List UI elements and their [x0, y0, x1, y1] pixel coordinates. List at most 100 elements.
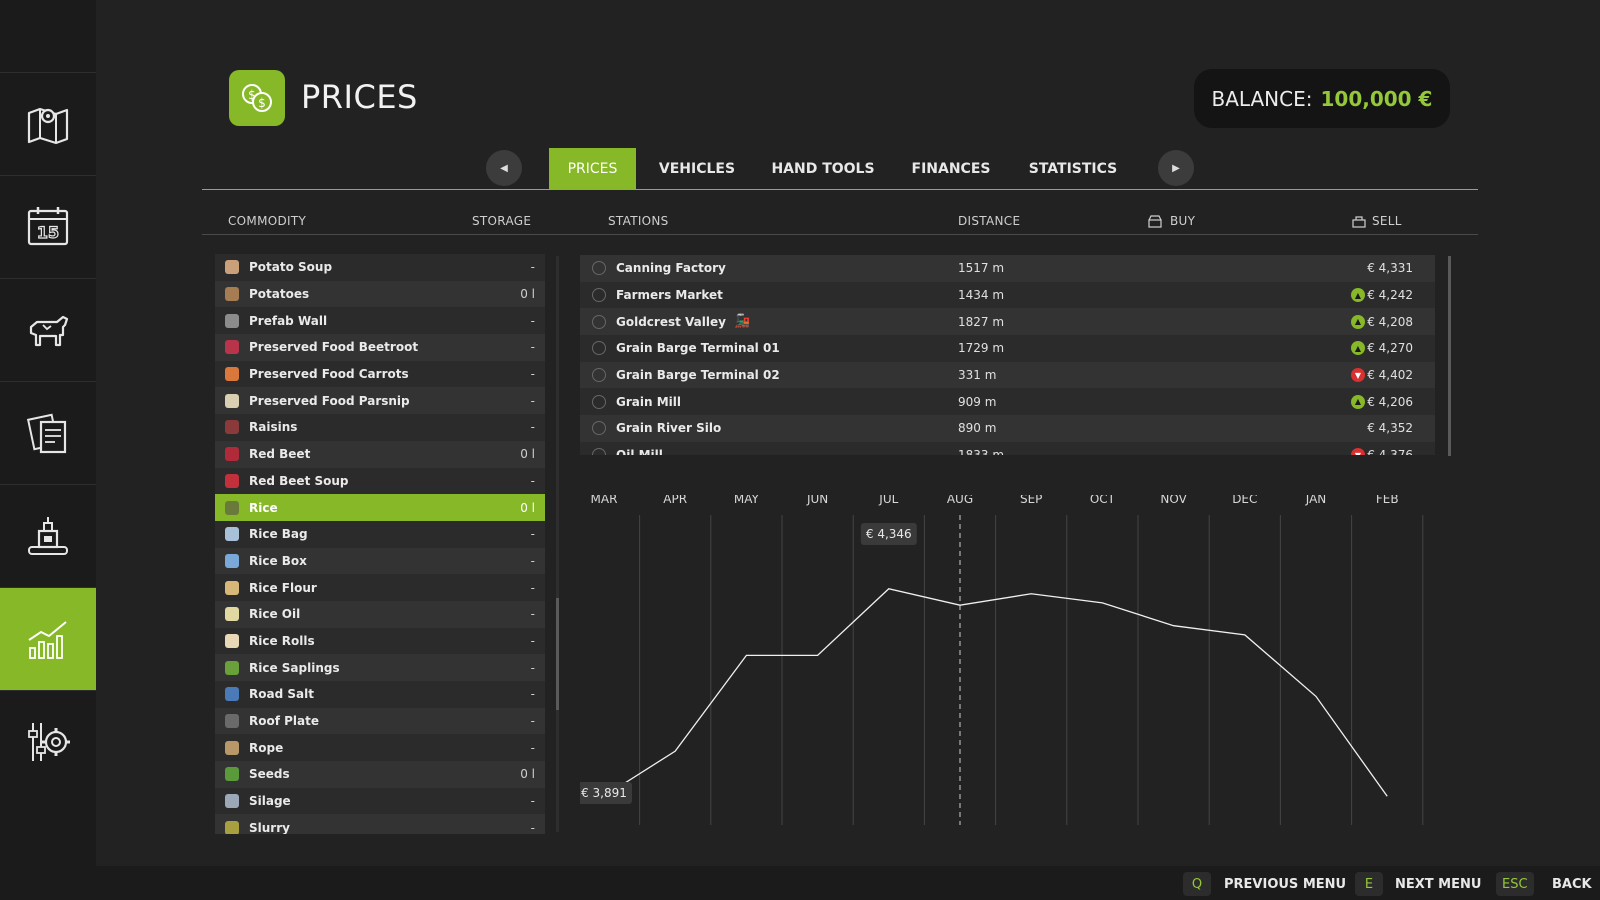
- station-row[interactable]: Canning Factory 1517 m € 4,331: [580, 255, 1435, 282]
- balance-label: BALANCE:: [1211, 86, 1313, 111]
- station-distance: 1434 m: [958, 288, 1005, 303]
- commodity-name: Silage: [249, 794, 291, 809]
- station-name: Goldcrest Valley: [616, 314, 726, 329]
- value-label: € 4,346: [860, 523, 917, 545]
- station-row[interactable]: Goldcrest Valley 🚂 1827 m ▲ € 4,208: [580, 308, 1435, 336]
- commodity-row[interactable]: Preserved Food Carrots -: [215, 360, 545, 388]
- back-label[interactable]: BACK: [1552, 877, 1592, 892]
- price-down-icon: ▼: [1351, 368, 1365, 383]
- next-tab-button[interactable]: ▶: [1158, 150, 1194, 186]
- commodity-storage: -: [530, 473, 535, 488]
- commodity-row[interactable]: Seeds 0 l: [215, 761, 545, 788]
- commodity-row[interactable]: Rice 0 l: [215, 494, 545, 521]
- commodity-row[interactable]: Rope -: [215, 734, 545, 762]
- commodity-icon: [225, 687, 239, 702]
- commodity-name: Potatoes: [249, 287, 310, 302]
- station-row[interactable]: Grain Barge Terminal 01 1729 m ▲ € 4,270: [580, 335, 1435, 362]
- stations-scrollbar-thumb[interactable]: [1448, 256, 1451, 456]
- station-row[interactable]: Grain River Silo 890 m € 4,352: [580, 415, 1435, 442]
- month-tick-label: DEC: [1232, 495, 1257, 506]
- commodity-name: Red Beet Soup: [249, 473, 349, 488]
- animals-icon: [29, 315, 69, 347]
- commodity-name: Preserved Food Beetroot: [249, 340, 419, 355]
- commodity-row[interactable]: Potato Soup -: [215, 254, 545, 281]
- tab-finances[interactable]: FINANCES: [911, 161, 991, 177]
- station-icon: [592, 368, 606, 383]
- commodity-row[interactable]: Rice Flour -: [215, 574, 545, 601]
- next-menu-key[interactable]: E: [1355, 872, 1383, 896]
- prices-logo-icon: $ $: [229, 70, 285, 126]
- commodity-row[interactable]: Raisins -: [215, 414, 545, 441]
- commodity-icon: [225, 633, 239, 648]
- commodity-icon: [225, 500, 239, 515]
- price-up-icon: ▲: [1351, 314, 1365, 329]
- sidebar-item-settings[interactable]: [0, 690, 96, 793]
- commodity-storage: -: [530, 420, 535, 435]
- commodity-scrollbar[interactable]: [556, 256, 559, 832]
- commodity-row[interactable]: Rice Box -: [215, 547, 545, 575]
- commodity-row[interactable]: Silage -: [215, 787, 545, 815]
- next-menu-label[interactable]: NEXT MENU: [1395, 877, 1482, 892]
- station-icon: [592, 341, 606, 356]
- previous-menu-key[interactable]: Q: [1183, 872, 1211, 896]
- commodity-row[interactable]: Slurry -: [215, 814, 545, 834]
- commodity-icon: [225, 313, 239, 328]
- commodity-row[interactable]: Prefab Wall -: [215, 307, 545, 335]
- tab-underline: [202, 189, 1478, 190]
- commodity-name: Raisins: [249, 420, 298, 435]
- map-icon: [27, 107, 69, 145]
- commodity-storage: -: [530, 794, 535, 809]
- commodity-row[interactable]: Red Beet Soup -: [215, 467, 545, 495]
- commodity-row[interactable]: Potatoes 0 l: [215, 280, 545, 308]
- sidebar-item-animals[interactable]: [0, 278, 96, 381]
- station-name: Farmers Market: [616, 288, 723, 303]
- sidebar-item-calendar[interactable]: 15: [0, 175, 96, 278]
- price-up-icon: ▲: [1351, 288, 1365, 303]
- commodity-icon: [225, 340, 239, 355]
- commodity-name: Road Salt: [249, 687, 314, 702]
- commodity-icon: [225, 740, 239, 755]
- commodity-icon: [225, 820, 239, 834]
- previous-menu-label[interactable]: PREVIOUS MENU: [1224, 877, 1347, 892]
- sell-icon: [1352, 215, 1366, 228]
- tab-prices[interactable]: PRICES: [549, 148, 636, 190]
- prev-tab-button[interactable]: ◀: [486, 150, 522, 186]
- station-distance: 909 m: [958, 394, 997, 409]
- commodity-row[interactable]: Rice Bag -: [215, 520, 545, 548]
- price-up-icon: ▲: [1351, 394, 1365, 409]
- commodity-scrollbar-thumb[interactable]: [556, 598, 559, 710]
- station-sell-price: € 4,208: [1367, 314, 1413, 329]
- station-distance: 1833 m: [958, 448, 1004, 455]
- tab-vehicles[interactable]: VEHICLES: [658, 161, 736, 177]
- tab-statistics[interactable]: STATISTICS: [1028, 161, 1118, 177]
- station-row[interactable]: Grain Mill 909 m ▲ € 4,206: [580, 388, 1435, 416]
- commodity-row[interactable]: Road Salt -: [215, 681, 545, 708]
- tab-hand-tools[interactable]: HAND TOOLS: [771, 161, 875, 177]
- commodity-icon: [225, 553, 239, 568]
- commodity-name: Roof Plate: [249, 714, 320, 729]
- station-row[interactable]: Grain Barge Terminal 02 331 m ▼ € 4,402: [580, 361, 1435, 389]
- station-icon: [592, 288, 606, 303]
- station-row[interactable]: Farmers Market 1434 m ▲ € 4,242: [580, 281, 1435, 309]
- sidebar-item-prices[interactable]: [0, 587, 96, 690]
- commodity-row[interactable]: Rice Rolls -: [215, 627, 545, 655]
- month-tick-label: APR: [663, 495, 687, 506]
- sidebar: 15: [0, 0, 96, 866]
- commodity-row[interactable]: Rice Saplings -: [215, 654, 545, 681]
- commodity-icon: [225, 767, 239, 782]
- svg-text:$: $: [248, 88, 256, 102]
- sidebar-item-production[interactable]: [0, 484, 96, 587]
- station-name: Grain Mill: [616, 394, 681, 409]
- train-icon: 🚂: [733, 314, 751, 330]
- station-row[interactable]: Oil Mill 1833 m ▼€ 4,376: [580, 441, 1435, 455]
- commodity-row[interactable]: Roof Plate -: [215, 707, 545, 735]
- station-icon: [592, 261, 606, 276]
- sidebar-item-contracts[interactable]: [0, 381, 96, 484]
- back-key[interactable]: ESC: [1496, 872, 1534, 896]
- commodity-row[interactable]: Preserved Food Beetroot -: [215, 334, 545, 361]
- sidebar-item-map[interactable]: [0, 72, 96, 175]
- commodity-row[interactable]: Red Beet 0 l: [215, 440, 545, 468]
- commodity-row[interactable]: Preserved Food Parsnip -: [215, 387, 545, 415]
- commodity-storage: 0 l: [520, 447, 535, 462]
- commodity-row[interactable]: Rice Oil -: [215, 600, 545, 628]
